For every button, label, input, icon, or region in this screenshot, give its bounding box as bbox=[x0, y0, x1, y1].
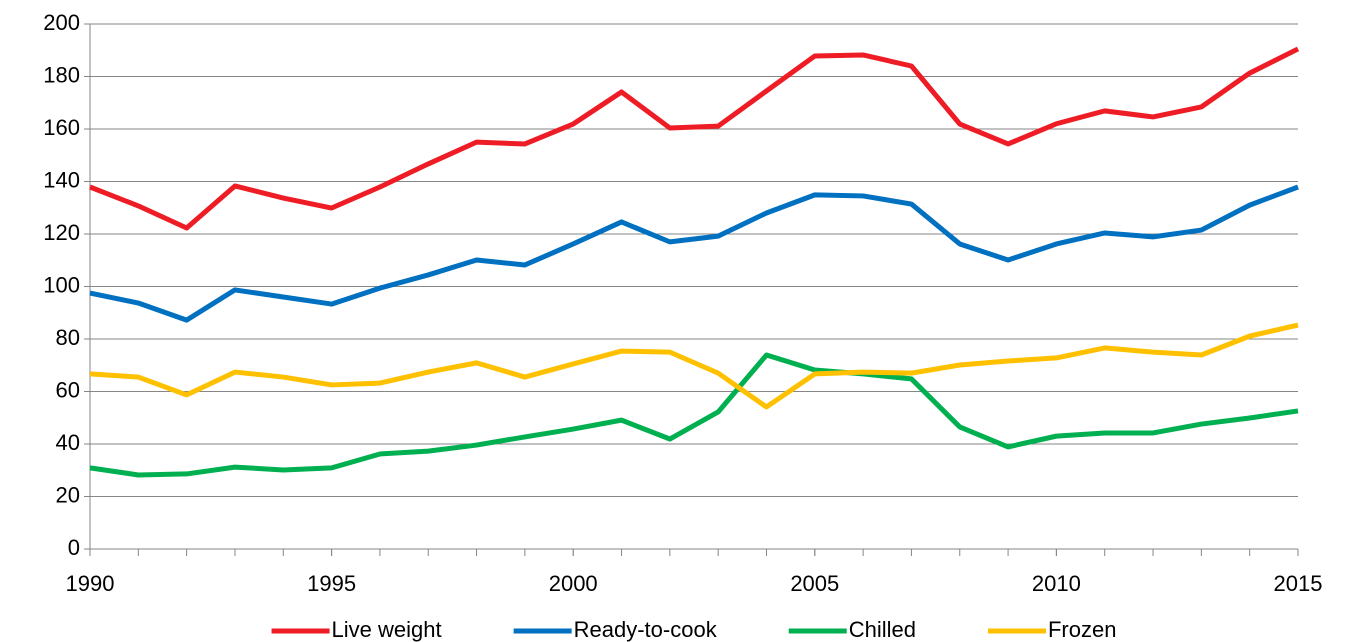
legend-label: Chilled bbox=[849, 617, 916, 642]
x-tick-label: 2015 bbox=[1274, 571, 1323, 596]
legend-label: Ready-to-cook bbox=[574, 617, 718, 642]
y-tick-label: 140 bbox=[43, 167, 80, 192]
x-tick-label: 1995 bbox=[307, 571, 356, 596]
y-tick-label: 40 bbox=[56, 430, 80, 455]
series-line bbox=[89, 352, 1299, 478]
y-tick-label: 120 bbox=[43, 220, 80, 245]
series-line bbox=[89, 46, 1300, 231]
legend-label: Live weight bbox=[332, 617, 442, 642]
legend: Live weight Ready-to-cook Chilled Frozen bbox=[271, 617, 1116, 642]
y-tick-label: 0 bbox=[68, 535, 80, 560]
legend-label: Frozen bbox=[1048, 617, 1116, 642]
y-tick-label: 160 bbox=[43, 115, 80, 140]
x-tick-label: 2005 bbox=[790, 571, 839, 596]
series-line bbox=[89, 322, 1299, 410]
y-tick-label: 200 bbox=[43, 10, 80, 35]
series-line bbox=[89, 184, 1299, 323]
y-tick-label: 60 bbox=[56, 377, 80, 402]
x-tick-label: 2010 bbox=[1032, 571, 1081, 596]
y-tick-label: 20 bbox=[56, 482, 80, 507]
x-tick-label: 2000 bbox=[549, 571, 598, 596]
y-tick-label: 180 bbox=[43, 62, 80, 87]
y-tick-label: 80 bbox=[56, 325, 80, 350]
y-tick-label: 100 bbox=[43, 272, 80, 297]
x-tick-label: 1990 bbox=[66, 571, 115, 596]
